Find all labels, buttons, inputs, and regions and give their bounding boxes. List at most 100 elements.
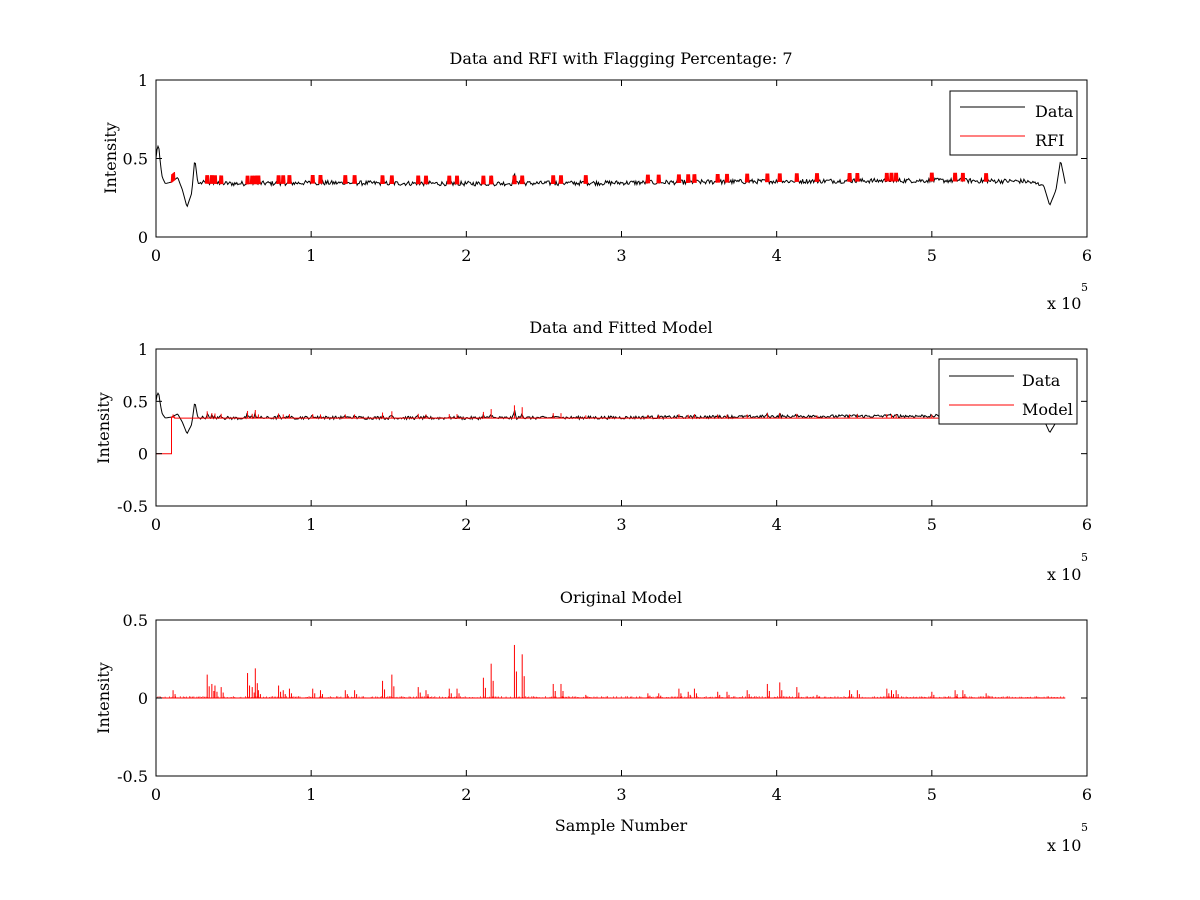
rfi-flag-segment bbox=[245, 175, 250, 185]
rfi-flag-segment bbox=[276, 175, 281, 185]
rfi-flag-segment bbox=[724, 173, 730, 183]
panel-3-xlabel: Sample Number bbox=[555, 816, 688, 835]
rfi-flag-segment bbox=[481, 175, 486, 185]
panel-3-x-exponent-base: x 10 bbox=[1047, 836, 1081, 855]
rfi-flag-segment bbox=[855, 172, 860, 182]
panel-2-legend-box bbox=[938, 358, 1078, 425]
panel-3-ylabel: Intensity bbox=[94, 662, 113, 734]
series-model-line bbox=[156, 416, 1066, 455]
rfi-flag-segment bbox=[280, 175, 286, 184]
panel-1-title: Data and RFI with Flagging Percentage: 7 bbox=[449, 49, 792, 68]
panel-1-x-exponent-power: 5 bbox=[1081, 281, 1088, 294]
y-tick-label: 1 bbox=[138, 340, 148, 359]
rfi-flag-segment bbox=[558, 175, 564, 184]
x-tick-label: 2 bbox=[461, 785, 471, 804]
panel-1-legend: Data RFI bbox=[949, 90, 1078, 156]
y-tick-label: -0.5 bbox=[117, 767, 148, 786]
panel-2-ticks: 0 1 2 3 4 5 6-0.500.51 bbox=[117, 340, 1092, 534]
x-tick-label: 2 bbox=[461, 515, 471, 534]
rfi-flag-segment bbox=[583, 175, 589, 184]
panel-2-plot bbox=[155, 392, 1066, 455]
panel-1-legend-data-label: Data bbox=[1035, 102, 1074, 121]
rfi-flag-segment bbox=[519, 175, 525, 185]
x-tick-label: 0 bbox=[151, 246, 161, 265]
rfi-flag-segment bbox=[488, 175, 494, 185]
rfi-flag-segment bbox=[342, 175, 348, 184]
panel-data-rfi: 0 1 2 3 4 5 6 0 0.5 1 Data and RFI with Flagging … bbox=[101, 49, 1092, 313]
y-tick-label: 1 bbox=[138, 71, 148, 90]
rfi-flag-segment bbox=[287, 175, 292, 184]
rfi-flag-segment bbox=[685, 174, 691, 184]
y-tick-label: 0 bbox=[138, 445, 148, 464]
rfi-flag-segment bbox=[952, 172, 958, 182]
series-data-line-2 bbox=[155, 392, 1066, 435]
series-data-line bbox=[155, 144, 1066, 208]
x-tick-label: 4 bbox=[772, 246, 782, 265]
rfi-flag-segment bbox=[256, 175, 261, 185]
rfi-flag-segment bbox=[446, 175, 452, 185]
x-tick-label: 5 bbox=[927, 785, 937, 804]
y-tick-label: 0.5 bbox=[123, 611, 148, 630]
rfi-flag-segment bbox=[884, 172, 890, 182]
rfi-flag-segment bbox=[893, 172, 899, 182]
rfi-flag-segment bbox=[512, 175, 517, 185]
x-tick-label: 6 bbox=[1082, 515, 1092, 534]
rfi-flag-segment bbox=[310, 174, 316, 184]
rfi-flag-segment bbox=[889, 172, 894, 182]
rfi-flag-segment bbox=[715, 173, 721, 183]
rfi-flag-segment bbox=[218, 175, 224, 185]
rfi-flag-segment bbox=[423, 175, 429, 185]
rfi-flag-segment bbox=[960, 172, 966, 182]
rfi-flag-segment bbox=[656, 174, 662, 184]
rfi-flag-segment bbox=[170, 171, 176, 183]
rfi-flag-segment bbox=[983, 173, 989, 182]
rfi-flag-segment bbox=[454, 175, 460, 185]
panel-3-ticks: 0 1 2 3 4 5 6-0.500.5 bbox=[117, 611, 1092, 804]
panel-1-ylabel: Intensity bbox=[101, 122, 120, 194]
x-tick-label: 3 bbox=[616, 246, 626, 265]
panel-1-axes-box bbox=[155, 79, 1088, 238]
x-tick-label: 3 bbox=[616, 515, 626, 534]
y-tick-label: 0 bbox=[138, 228, 148, 247]
rfi-flag-segment bbox=[204, 175, 210, 184]
rfi-flag-segment bbox=[415, 175, 421, 185]
rfi-flag-segment bbox=[389, 175, 395, 185]
panel-1-x-exponent-base: x 10 bbox=[1047, 294, 1081, 313]
panel-2-x-exponent-base: x 10 bbox=[1047, 565, 1081, 584]
rfi-flag-segment bbox=[352, 175, 357, 184]
panel-2-legend: Data Model bbox=[938, 358, 1078, 425]
rfi-flag-segment bbox=[318, 174, 323, 184]
x-tick-label: 4 bbox=[772, 785, 782, 804]
x-tick-label: 0 bbox=[151, 785, 161, 804]
y-tick-label: 0.5 bbox=[123, 150, 148, 169]
x-tick-label: 1 bbox=[306, 246, 316, 265]
panel-2-x-exponent-power: 5 bbox=[1081, 551, 1088, 564]
x-tick-label: 5 bbox=[927, 246, 937, 265]
x-tick-label: 0 bbox=[151, 515, 161, 534]
panel-1-legend-rfi-label: RFI bbox=[1035, 131, 1064, 150]
panel-3-x-exponent-power: 5 bbox=[1081, 821, 1088, 834]
panel-data-model: 0 1 2 3 4 5 6-0.500.51 Data and Fitted Model I… bbox=[94, 318, 1092, 584]
rfi-flag-segment bbox=[212, 175, 218, 185]
rfi-flag-segment bbox=[777, 173, 783, 183]
x-tick-label: 2 bbox=[461, 246, 471, 265]
rfi-flag-segment bbox=[765, 173, 770, 183]
x-tick-label: 6 bbox=[1082, 246, 1092, 265]
x-tick-label: 3 bbox=[616, 785, 626, 804]
panel-2-ylabel: Intensity bbox=[94, 392, 113, 464]
panel-3-title: Original Model bbox=[560, 588, 682, 607]
panel-2-title: Data and Fitted Model bbox=[529, 318, 712, 337]
panel-2-legend-model-label: Model bbox=[1022, 400, 1073, 419]
rfi-flag-segment bbox=[380, 175, 385, 185]
rfi-flag-segment bbox=[814, 173, 820, 182]
x-tick-label: 4 bbox=[772, 515, 782, 534]
y-tick-label: -0.5 bbox=[117, 497, 148, 516]
panel-1-legend-box bbox=[949, 90, 1078, 156]
rfi-flag-segment bbox=[676, 174, 682, 184]
x-tick-label: 5 bbox=[927, 515, 937, 534]
rfi-flag-segment bbox=[847, 172, 852, 182]
rfi-flag-segment bbox=[794, 173, 800, 183]
rfi-flag-segment bbox=[550, 175, 556, 185]
panel-original-model: 0 1 2 3 4 5 6-0.500.5 Original Model Intensity… bbox=[94, 588, 1092, 855]
panel-2-legend-data-label: Data bbox=[1022, 371, 1061, 390]
